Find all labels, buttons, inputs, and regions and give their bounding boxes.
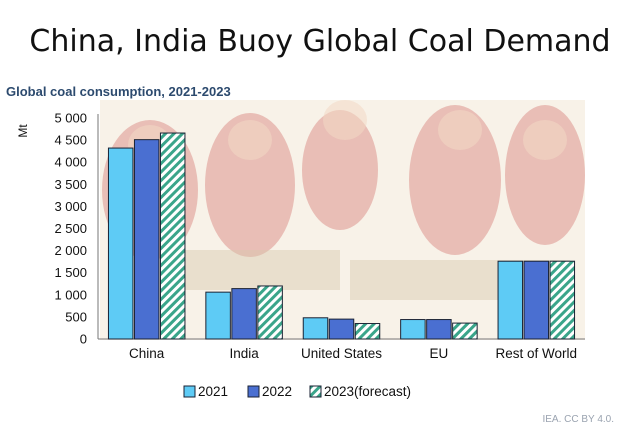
legend-swatch [247, 385, 260, 398]
y-tick-label: 1 500 [54, 265, 87, 280]
legend-entry: 2022 [262, 384, 292, 399]
x-category-label: EU [430, 346, 449, 361]
y-tick-label: 4 000 [54, 155, 87, 170]
y-tick-label: 0 [80, 332, 87, 347]
bar-china-2022 [133, 139, 160, 340]
y-tick-label: 5 000 [54, 111, 87, 126]
bar-eu-2023forecast [452, 322, 478, 340]
bar-united-states-2022 [328, 318, 355, 340]
legend-entry: 2023(forecast) [324, 384, 411, 399]
bar-india-2022 [231, 288, 257, 340]
y-tick-label: 500 [65, 309, 87, 324]
y-tick-label: 2 000 [54, 243, 87, 258]
y-tick-label: 2 500 [54, 221, 87, 236]
bar-eu-2022 [426, 319, 452, 340]
source-credit: IEA. CC BY 4.0. [542, 414, 614, 425]
chart-subtitle: Global coal consumption, 2021-2023 [6, 84, 231, 99]
bar-china-2023forecast [159, 132, 186, 340]
x-category-label: China [129, 346, 165, 361]
y-tick-label: 3 500 [54, 177, 87, 192]
bar-united-states-2021 [302, 317, 329, 340]
bar-rest-of-world-2021 [497, 260, 524, 340]
x-category-label: India [229, 346, 259, 361]
y-tick-label: 3 000 [54, 199, 87, 214]
y-tick-label: 4 500 [54, 133, 87, 148]
y-tick-label: 1 000 [54, 287, 87, 302]
bar-china-2021 [107, 147, 134, 340]
bar-united-states-2023forecast [354, 323, 381, 340]
bar-india-2023forecast [257, 285, 283, 340]
legend-entry: 2021 [198, 384, 228, 399]
bar-rest-of-world-2023forecast [549, 260, 576, 340]
legend-swatch [183, 385, 196, 398]
legend-swatch [309, 385, 322, 398]
bar-india-2021 [205, 291, 231, 340]
bar-rest-of-world-2022 [523, 260, 550, 340]
y-axis-unit-label: Mt [16, 124, 30, 138]
x-category-label: United States [301, 346, 382, 361]
bar-eu-2021 [400, 319, 426, 340]
headline: China, India Buoy Global Coal Demand [29, 24, 611, 59]
x-category-label: Rest of World [496, 346, 578, 361]
